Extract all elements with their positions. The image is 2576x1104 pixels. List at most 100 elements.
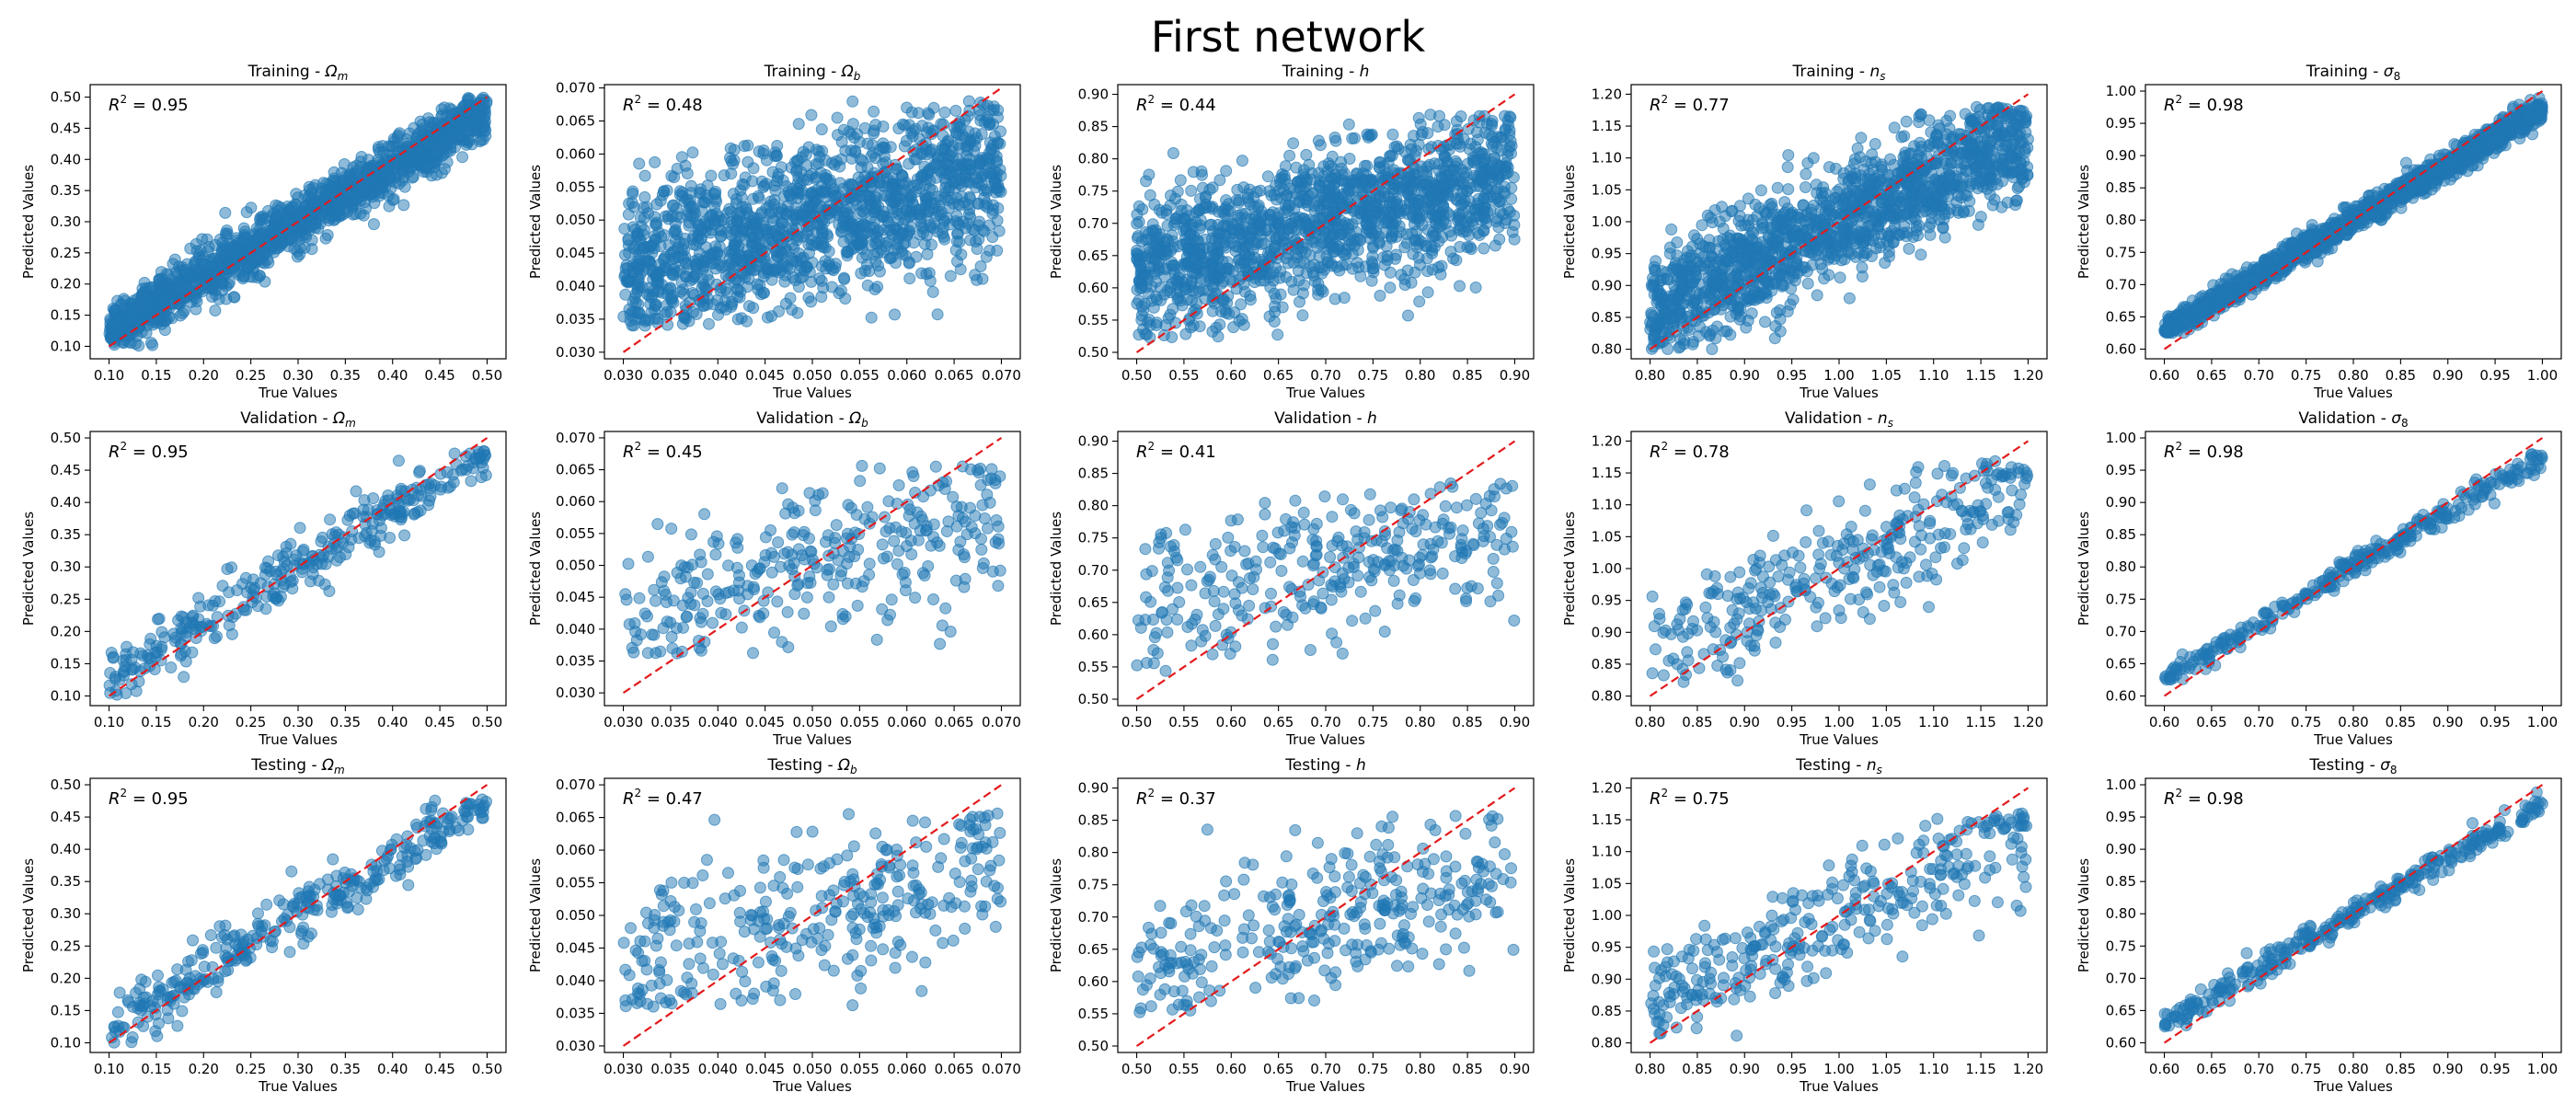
data-point <box>758 286 770 299</box>
data-point <box>1180 273 1193 286</box>
data-point <box>815 274 828 287</box>
data-point <box>915 267 928 280</box>
data-point <box>1221 256 1234 269</box>
data-point <box>201 233 213 246</box>
data-point <box>144 281 157 293</box>
data-point <box>896 118 909 131</box>
data-point <box>1426 208 1439 221</box>
data-point <box>1301 218 1314 231</box>
data-point <box>189 278 201 291</box>
data-point <box>1414 118 1427 131</box>
data-point <box>944 270 957 282</box>
data-point <box>952 153 965 166</box>
data-point <box>1269 305 1282 318</box>
data-point <box>989 177 1002 190</box>
data-point <box>696 223 708 236</box>
data-point <box>331 198 344 211</box>
data-point <box>914 215 927 228</box>
data-point <box>1420 178 1432 190</box>
data-point <box>889 308 901 321</box>
data-point <box>1287 137 1300 150</box>
data-point <box>1174 294 1187 307</box>
y-tick-label: 0.050 <box>556 212 595 228</box>
x-tick-label: 0.060 <box>887 367 926 384</box>
data-point <box>1435 259 1448 272</box>
data-point <box>831 111 844 124</box>
data-point <box>753 233 766 245</box>
data-point <box>461 124 474 137</box>
data-point <box>649 155 661 168</box>
data-point <box>132 339 145 352</box>
y-tick-label: 0.85 <box>1078 119 1109 135</box>
data-point <box>773 305 785 317</box>
data-point <box>1424 109 1437 121</box>
y-tick-label: 0.90 <box>1078 86 1109 103</box>
subplot-grid: Training - Ωm0.10 0.15 0.20 0.25 0.30 0.35 0.4… <box>20 63 2562 1095</box>
data-point <box>741 315 753 328</box>
data-point <box>1426 230 1439 242</box>
data-point <box>1194 276 1207 289</box>
data-point <box>846 95 859 108</box>
data-point <box>1395 269 1408 282</box>
data-point <box>1175 198 1188 211</box>
data-point <box>772 171 784 184</box>
data-point <box>1412 198 1425 211</box>
data-point <box>449 122 462 134</box>
data-point <box>1136 203 1149 215</box>
data-point <box>1244 198 1257 211</box>
data-point <box>942 194 955 207</box>
data-point <box>1345 237 1358 250</box>
data-point <box>1402 171 1415 184</box>
x-tick-label: 0.65 <box>1263 367 1294 384</box>
subplot-title: Training - ns <box>1791 63 1885 83</box>
data-point <box>190 245 203 258</box>
x-axis-label: True Values <box>258 385 338 401</box>
data-point <box>1409 234 1422 247</box>
data-point <box>386 194 399 206</box>
data-point <box>1346 132 1359 144</box>
data-point <box>650 198 663 211</box>
data-point <box>1267 267 1280 279</box>
data-point <box>974 260 987 272</box>
identity-line <box>1135 93 1516 353</box>
data-point <box>678 311 691 324</box>
data-point <box>1331 218 1344 231</box>
data-point <box>1218 236 1230 249</box>
data-point <box>1366 250 1379 263</box>
data-point <box>1465 137 1478 150</box>
data-point <box>619 248 631 261</box>
data-point <box>907 179 920 192</box>
data-point <box>865 311 878 324</box>
x-tick-label: 0.050 <box>793 367 833 384</box>
data-point <box>1469 282 1482 293</box>
data-point <box>319 232 332 245</box>
data-point <box>1461 241 1474 254</box>
data-point <box>143 296 155 308</box>
data-point <box>765 273 778 286</box>
data-point <box>868 127 880 140</box>
data-point <box>632 263 645 276</box>
data-point <box>1317 236 1329 249</box>
data-point <box>1432 121 1444 133</box>
y-tick-label: 0.030 <box>556 344 595 361</box>
data-point <box>113 314 126 327</box>
scatter-points <box>617 95 1007 332</box>
data-point <box>1386 182 1399 195</box>
data-point <box>367 218 380 231</box>
data-point <box>751 278 764 291</box>
data-point <box>798 251 810 264</box>
data-point <box>1300 148 1313 161</box>
data-point <box>1404 154 1417 167</box>
data-point <box>1355 178 1368 190</box>
data-point <box>275 201 287 214</box>
data-point <box>761 311 774 324</box>
data-point <box>323 178 336 191</box>
data-point <box>1811 289 1823 302</box>
data-point <box>1254 216 1267 229</box>
data-point <box>1374 289 1386 302</box>
data-point <box>805 188 818 200</box>
data-point <box>855 267 868 280</box>
data-point <box>792 281 805 293</box>
data-point <box>322 214 335 227</box>
data-point <box>309 218 321 231</box>
